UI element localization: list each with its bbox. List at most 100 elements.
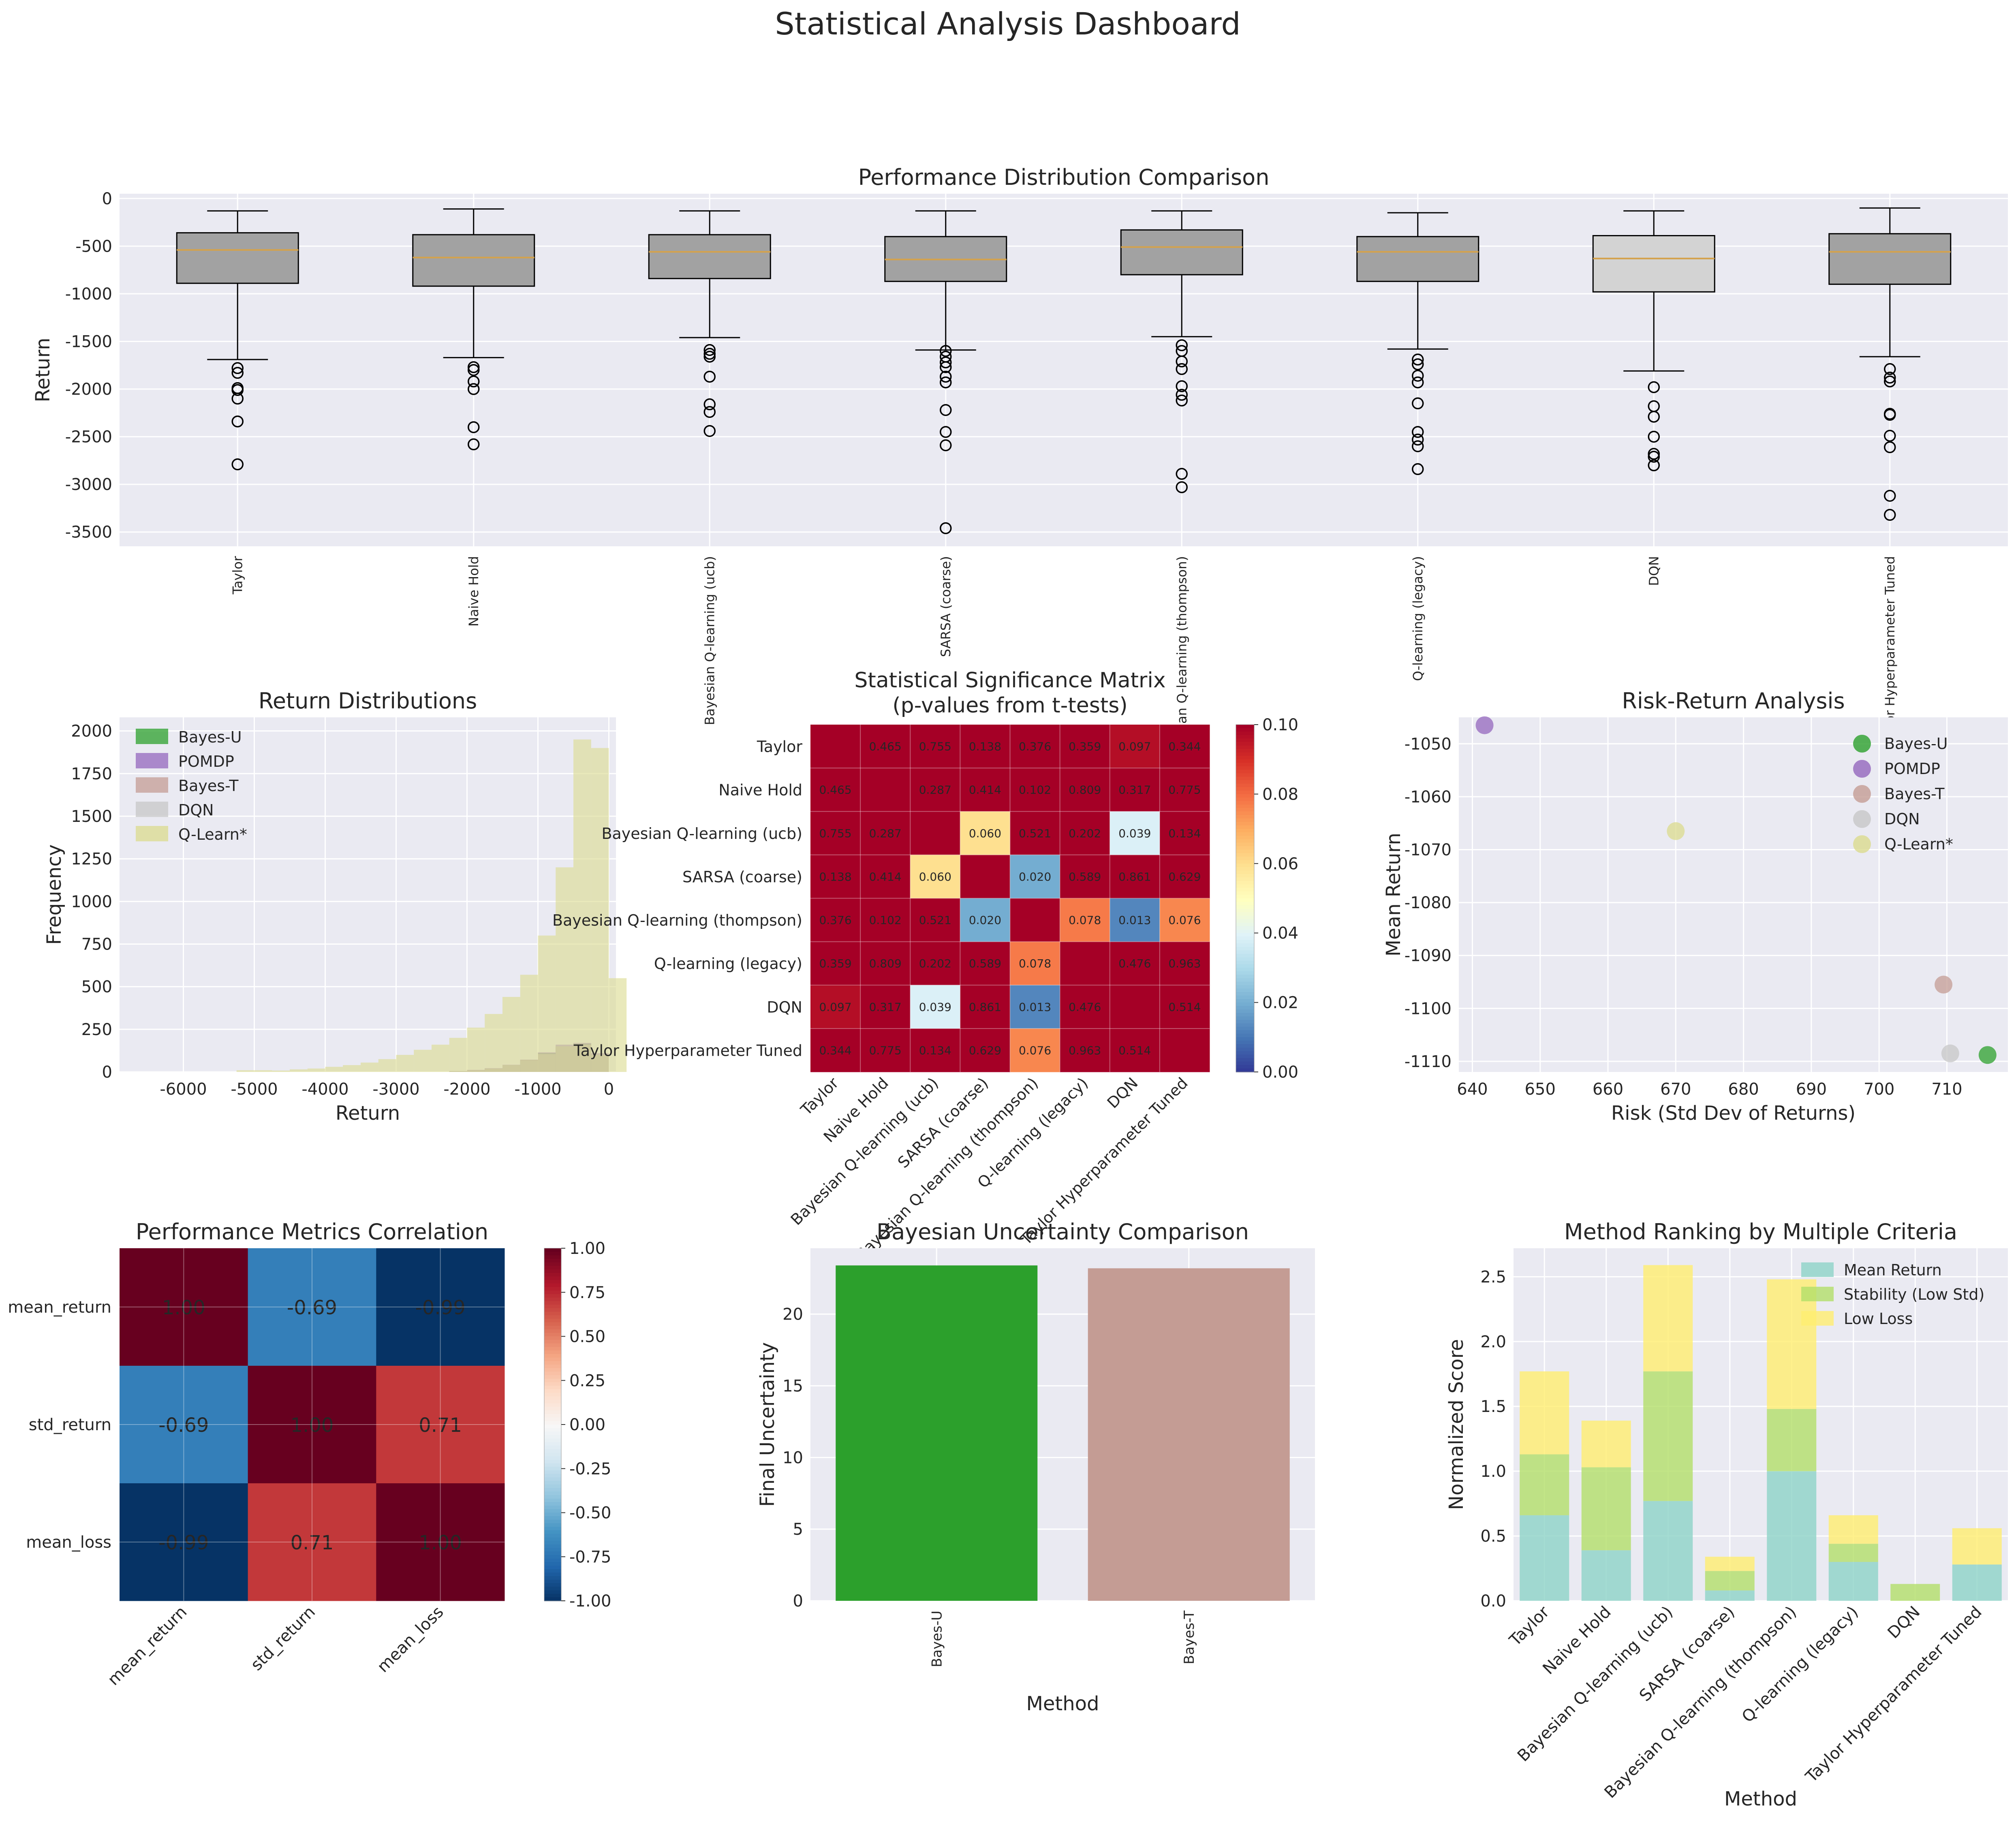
outlier-point — [468, 383, 480, 395]
outlier-point — [1176, 389, 1188, 401]
colorbar-segment — [1236, 919, 1254, 923]
colorbar-segment — [1236, 960, 1254, 965]
y-tick-label: 2000 — [71, 722, 112, 741]
colorbar-segment — [1236, 1055, 1254, 1059]
colorbar-segment — [1236, 1027, 1254, 1031]
heatmap-cell — [1159, 941, 1210, 986]
plot-area — [1459, 717, 2008, 1072]
colorbar-segment — [544, 1276, 561, 1281]
colorbar-segment — [544, 1516, 561, 1520]
x-tick-label: Taylor — [797, 1074, 842, 1119]
y-tick-label: -2500 — [65, 428, 112, 447]
colorbar-segment — [544, 1382, 561, 1386]
y-axis-label: Normalized Score — [1445, 1339, 1468, 1510]
heatmap-cell — [1110, 855, 1160, 898]
cell-value: 0.809 — [1069, 783, 1101, 797]
cell-value: 0.476 — [1118, 957, 1151, 970]
colorbar-segment — [1236, 808, 1254, 812]
colorbar-segment — [1236, 967, 1254, 972]
colorbar-segment — [1236, 881, 1254, 885]
colorbar-segment — [1236, 978, 1254, 982]
outlier-point — [940, 370, 952, 383]
colorbar-segment — [1236, 922, 1254, 927]
legend-label: Q-Learn* — [1884, 835, 1953, 853]
colorbar-segment — [544, 1519, 561, 1524]
bar — [1088, 1268, 1290, 1601]
outlier-point — [468, 438, 480, 451]
heatmap-cell — [960, 811, 1010, 855]
outlier-point — [1884, 409, 1896, 421]
stacked-bar-segment — [1581, 1550, 1631, 1601]
x-tick-label: Taylor — [1506, 1602, 1553, 1650]
colorbar-segment — [1236, 811, 1254, 815]
colorbar-segment — [544, 1343, 561, 1348]
heatmap-cell — [860, 725, 911, 768]
stacked-bar-segment — [1520, 1515, 1569, 1601]
outlier-point — [1884, 509, 1896, 521]
x-tick-label: 690 — [1796, 1080, 1827, 1099]
colorbar-segment — [1236, 1040, 1254, 1045]
y-tick-label: -1110 — [1405, 1052, 1452, 1071]
colorbar-segment — [544, 1290, 561, 1295]
cell-value: 0.71 — [419, 1414, 462, 1437]
x-tick-label: Bayes-U — [929, 1611, 945, 1667]
outlier-point — [1176, 355, 1188, 368]
colorbar-segment — [1236, 818, 1254, 822]
colorbar-segment — [1236, 898, 1254, 903]
heatmap-cell — [960, 768, 1010, 812]
colorbar-label: 0.04 — [1262, 924, 1298, 943]
cell-value: -0.69 — [287, 1296, 337, 1319]
colorbar-segment — [544, 1502, 561, 1506]
heatmap-cell — [910, 811, 960, 855]
colorbar-label: 0.75 — [569, 1283, 605, 1302]
y-tick-label: 0 — [793, 1592, 803, 1611]
colorbar-segment — [544, 1393, 561, 1397]
x-tick-label: 670 — [1660, 1080, 1691, 1099]
colorbar-segment — [1236, 1058, 1254, 1062]
x-tick-label: Taylor — [230, 556, 245, 595]
histogram-bar — [254, 1070, 272, 1072]
colorbar-segment — [544, 1266, 561, 1270]
y-tick-label: -3000 — [65, 475, 112, 494]
colorbar-segment — [544, 1357, 561, 1362]
histogram-bar — [236, 1070, 254, 1072]
x-tick-label: DQN — [1104, 1074, 1142, 1112]
stacked-bar-segment — [1643, 1371, 1693, 1501]
histogram-bar — [449, 1037, 467, 1072]
colorbar-label: -1.00 — [569, 1592, 611, 1611]
colorbar-segment — [1236, 821, 1254, 826]
colorbar-segment — [1236, 1044, 1254, 1048]
colorbar-segment — [1236, 1048, 1254, 1052]
colorbar-segment — [1236, 839, 1254, 843]
y-tick-label: -1100 — [1405, 999, 1452, 1018]
colorbar-segment — [1236, 766, 1254, 770]
outlier-point — [1648, 430, 1660, 443]
colorbar-segment — [1236, 773, 1254, 777]
x-tick-label: std_return — [247, 1603, 319, 1675]
heatmap-cell — [1159, 725, 1210, 768]
colorbar-segment — [1236, 783, 1254, 788]
cell-value: 0.71 — [291, 1532, 334, 1554]
colorbar-segment — [544, 1594, 561, 1598]
outlier-point — [1412, 440, 1424, 452]
colorbar-segment — [544, 1365, 561, 1369]
colorbar-segment — [544, 1347, 561, 1351]
outlier-point — [703, 344, 716, 356]
colorbar-segment — [544, 1446, 561, 1450]
y-tick-label: DQN — [767, 998, 802, 1016]
colorbar-segment — [1236, 940, 1254, 944]
x-axis-label: Method — [1724, 1788, 1797, 1810]
colorbar-label: 0.06 — [1262, 855, 1298, 873]
cell-value: 0.076 — [1168, 913, 1201, 927]
stacked-bar-segment — [1767, 1471, 1817, 1601]
cell-value: 0.078 — [1019, 957, 1051, 970]
colorbar-segment — [1236, 832, 1254, 836]
x-tick-label: 0 — [604, 1080, 614, 1099]
colorbar-segment — [544, 1354, 561, 1358]
y-tick-label: -1050 — [1405, 735, 1452, 753]
x-tick-label: DQN — [1884, 1603, 1924, 1643]
histogram-bar — [573, 739, 591, 1072]
histogram-bar — [272, 1070, 290, 1072]
colorbar-segment — [544, 1481, 561, 1485]
x-tick-label: mean_loss — [374, 1603, 447, 1677]
